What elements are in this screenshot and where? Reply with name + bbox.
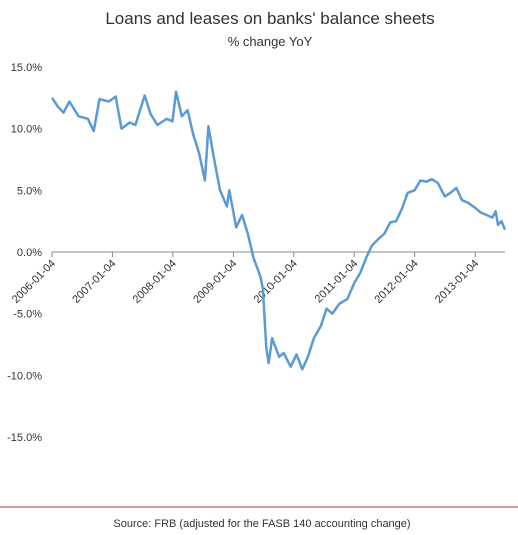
y-tick-label: -5.0%	[13, 309, 42, 321]
x-tick-label: 2013-01-04	[433, 258, 481, 306]
x-tick-label: 2012-01-04	[372, 258, 420, 306]
chart-subtitle: % change YoY	[228, 34, 313, 49]
x-tick-label: 2010-01-04	[252, 258, 300, 306]
x-tick-label: 2009-01-04	[191, 258, 239, 306]
y-tick-label: 15.0%	[11, 62, 42, 74]
chart-title: Loans and leases on banks' balance sheet…	[105, 9, 434, 28]
y-tick-label: 10.0%	[11, 124, 42, 136]
y-tick-label: -15.0%	[7, 432, 42, 444]
x-tick-label: 2006-01-04	[10, 258, 58, 306]
y-tick-label: 0.0%	[17, 247, 42, 259]
y-tick-label: 5.0%	[17, 185, 42, 197]
x-tick-label: 2011-01-04	[313, 258, 361, 306]
y-tick-label: -10.0%	[7, 370, 42, 382]
x-tick-label: 2008-01-04	[131, 258, 179, 306]
source-note: Source: FRB (adjusted for the FASB 140 a…	[113, 518, 410, 530]
data-line	[50, 90, 507, 371]
x-tick-label: 2007-01-04	[70, 258, 118, 306]
